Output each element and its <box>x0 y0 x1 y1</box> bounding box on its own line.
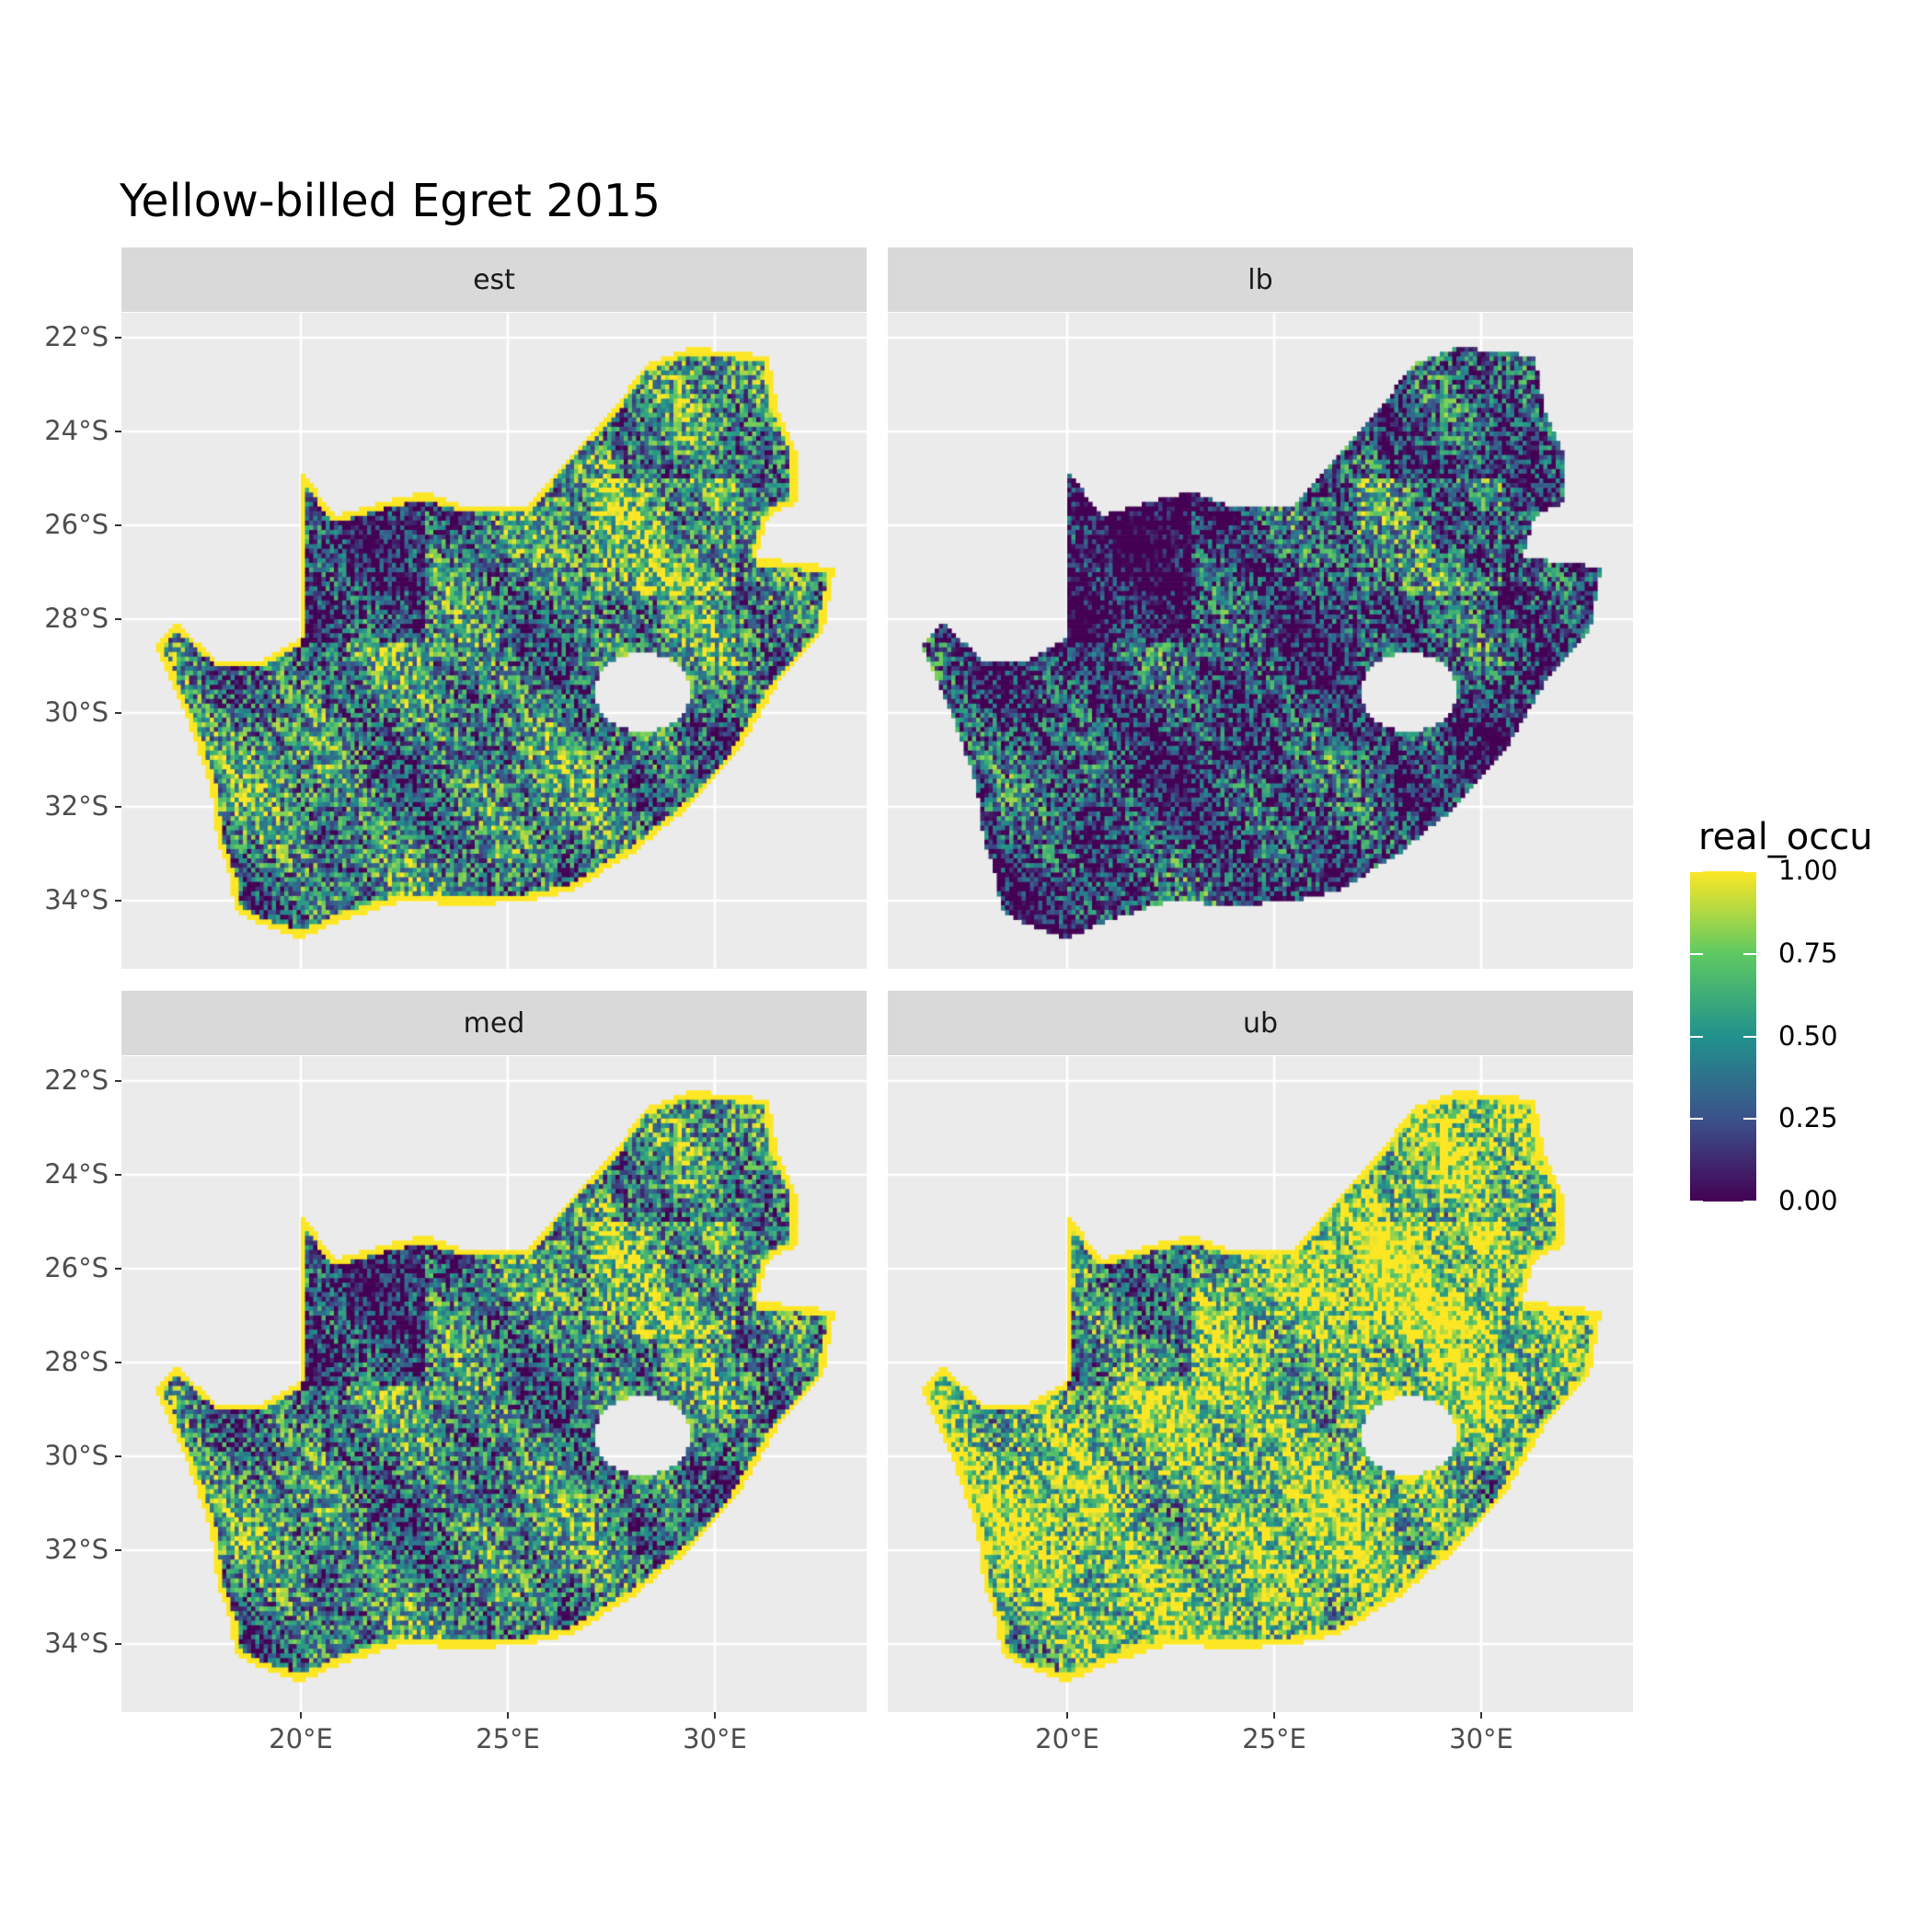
y-tick-label: 32°S <box>44 1534 109 1565</box>
y-tick-mark <box>115 618 121 620</box>
y-tick-mark <box>115 1643 121 1645</box>
facet-strip-est: est <box>121 247 867 312</box>
x-tick-label: 25°E <box>476 1723 540 1754</box>
y-tick-label: 32°S <box>44 790 109 822</box>
facet-label: est <box>473 263 515 296</box>
y-tick-mark <box>115 337 121 339</box>
legend-tick-mark <box>1690 1118 1703 1121</box>
y-tick-mark <box>115 524 121 526</box>
x-tick-label: 30°E <box>1449 1723 1513 1754</box>
x-tick-mark <box>1480 1712 1482 1719</box>
y-tick-label: 30°S <box>44 1440 109 1471</box>
occupancy-raster-lb <box>888 313 1633 969</box>
y-tick-mark <box>115 806 121 808</box>
occupancy-raster-est <box>121 313 867 969</box>
panel-med <box>121 1056 867 1712</box>
legend-tick-label: 0.00 <box>1778 1185 1838 1216</box>
x-tick-mark <box>1273 1712 1275 1719</box>
y-tick-mark <box>115 1549 121 1551</box>
x-tick-mark <box>714 1712 716 1719</box>
y-tick-label: 34°S <box>44 1627 109 1659</box>
facet-label: lb <box>1248 263 1273 296</box>
y-tick-mark <box>115 1080 121 1082</box>
legend-tick-mark <box>1690 1201 1703 1202</box>
facet-label: ub <box>1242 1006 1279 1040</box>
y-tick-mark <box>115 1455 121 1457</box>
facet-strip-lb: lb <box>888 247 1633 312</box>
x-tick-mark <box>300 1712 302 1719</box>
x-tick-label: 30°E <box>683 1723 747 1754</box>
legend-tick-label: 0.50 <box>1778 1019 1838 1052</box>
facet-strip-med: med <box>121 991 867 1055</box>
legend-tick-label: 0.75 <box>1778 937 1838 969</box>
legend-tick-mark <box>1690 1035 1703 1038</box>
x-tick-mark <box>1066 1712 1068 1719</box>
legend-tick-mark <box>1690 952 1703 955</box>
facet-label: med <box>463 1006 525 1040</box>
legend-tick-label: 0.25 <box>1778 1102 1838 1134</box>
x-tick-label: 20°E <box>1035 1723 1099 1754</box>
y-tick-label: 26°S <box>44 1252 109 1283</box>
legend-tick-mark <box>1690 870 1703 872</box>
legend-title: real_occu <box>1698 816 1873 858</box>
y-tick-label: 28°S <box>44 1346 109 1377</box>
panel-lb <box>888 313 1633 969</box>
y-tick-label: 24°S <box>44 1158 109 1190</box>
legend-tick-mark <box>1743 1201 1756 1202</box>
legend-tick-mark <box>1743 1035 1756 1038</box>
y-tick-mark <box>115 1268 121 1270</box>
x-tick-mark <box>507 1712 509 1719</box>
panel-ub <box>888 1056 1633 1712</box>
facet-strip-ub: ub <box>888 991 1633 1055</box>
y-tick-label: 28°S <box>44 603 109 634</box>
y-tick-label: 24°S <box>44 415 109 446</box>
x-tick-label: 20°E <box>269 1723 333 1754</box>
x-tick-label: 25°E <box>1242 1723 1306 1754</box>
y-tick-label: 34°S <box>44 884 109 915</box>
y-tick-mark <box>115 712 121 714</box>
legend-tick-mark <box>1743 870 1756 872</box>
legend-tick-mark <box>1743 1118 1756 1121</box>
y-tick-label: 22°S <box>44 321 109 352</box>
y-tick-label: 30°S <box>44 696 109 728</box>
y-tick-mark <box>115 431 121 432</box>
chart-title: Yellow-billed Egret 2015 <box>120 175 661 227</box>
legend-tick-mark <box>1743 952 1756 955</box>
y-tick-mark <box>115 900 121 902</box>
y-tick-label: 22°S <box>44 1064 109 1096</box>
panel-est <box>121 313 867 969</box>
occupancy-raster-ub <box>888 1056 1633 1712</box>
y-tick-label: 26°S <box>44 509 109 540</box>
y-tick-mark <box>115 1174 121 1176</box>
y-tick-mark <box>115 1362 121 1363</box>
legend-tick-label: 1.00 <box>1778 855 1838 886</box>
occupancy-raster-med <box>121 1056 867 1712</box>
